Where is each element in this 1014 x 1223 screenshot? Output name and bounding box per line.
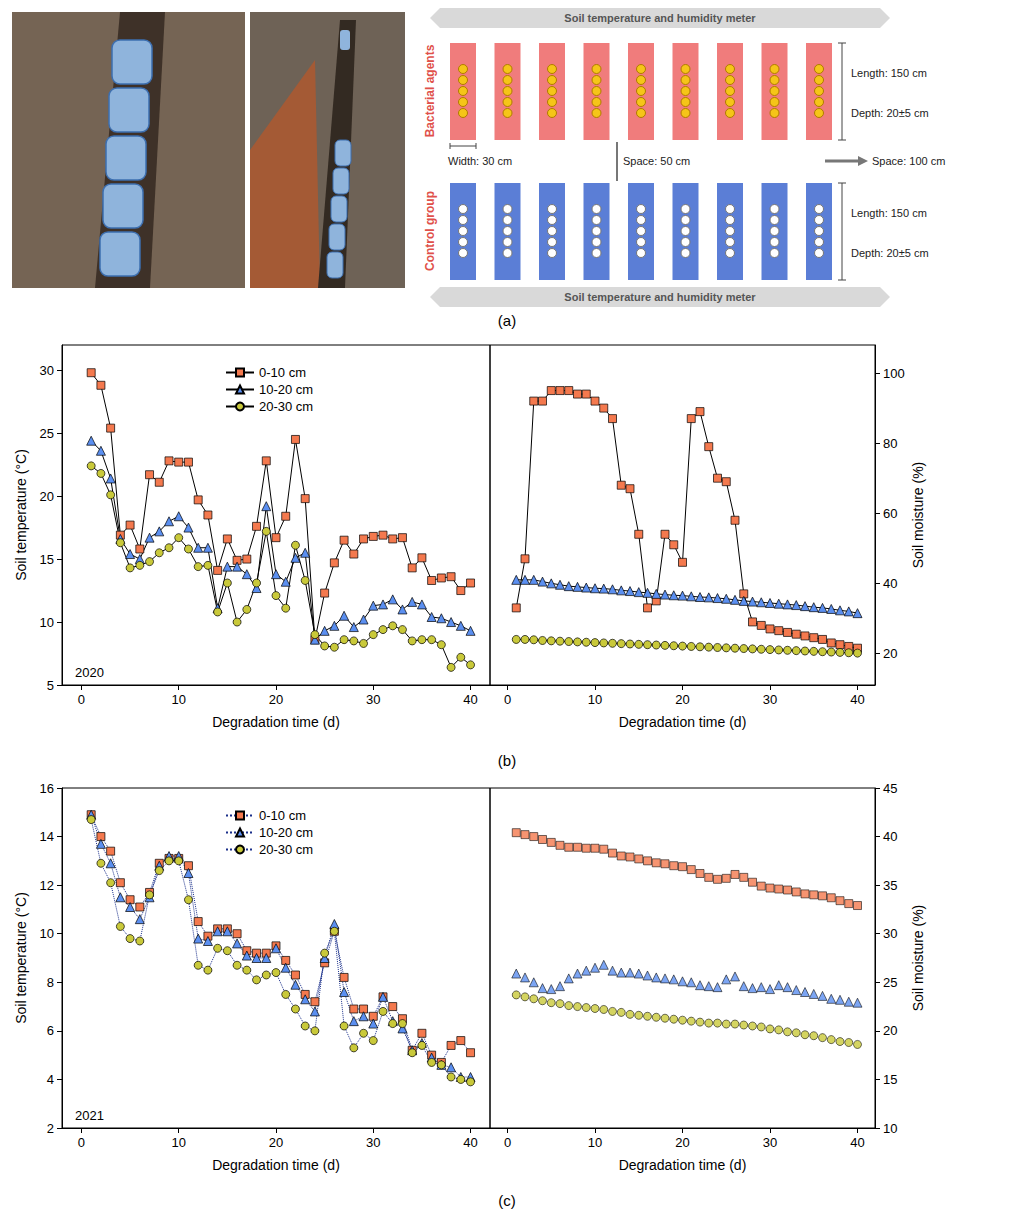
svg-text:10: 10: [883, 1121, 897, 1136]
svg-text:20: 20: [883, 1023, 897, 1038]
svg-text:40: 40: [850, 692, 864, 707]
svg-text:0: 0: [78, 1135, 85, 1150]
svg-text:Length: 150 cm: Length: 150 cm: [851, 67, 927, 79]
svg-text:2020: 2020: [75, 665, 104, 680]
svg-text:2: 2: [47, 1121, 54, 1136]
svg-text:10: 10: [171, 692, 185, 707]
svg-text:0: 0: [78, 692, 85, 707]
svg-text:20: 20: [675, 692, 689, 707]
svg-text:45: 45: [883, 781, 897, 796]
svg-text:2021: 2021: [75, 1108, 104, 1123]
svg-text:30: 30: [763, 1135, 777, 1150]
svg-text:Bacterial agents: Bacterial agents: [423, 44, 437, 137]
svg-text:30: 30: [366, 692, 380, 707]
svg-text:40: 40: [883, 829, 897, 844]
svg-text:16: 16: [40, 781, 54, 796]
svg-text:10: 10: [40, 615, 54, 630]
svg-text:Degradation time (d): Degradation time (d): [212, 714, 340, 730]
html-text:(a): (a): [497, 312, 517, 329]
svg-text:10: 10: [588, 1135, 602, 1150]
svg-text:Length: 150 cm: Length: 150 cm: [851, 207, 927, 219]
svg-text:20: 20: [269, 692, 283, 707]
svg-text:12: 12: [40, 878, 54, 893]
svg-text:8: 8: [47, 975, 54, 990]
svg-text:40: 40: [463, 1135, 477, 1150]
svg-text:80: 80: [883, 436, 897, 451]
svg-text:25: 25: [883, 975, 897, 990]
svg-text:6: 6: [47, 1023, 54, 1038]
svg-text:0: 0: [504, 692, 511, 707]
svg-text:60: 60: [883, 506, 897, 521]
svg-text:20-30 cm: 20-30 cm: [259, 399, 313, 414]
svg-text:20: 20: [40, 489, 54, 504]
svg-text:40: 40: [850, 1135, 864, 1150]
svg-text:10: 10: [40, 926, 54, 941]
svg-text:5: 5: [47, 678, 54, 693]
svg-text:Degradation time (d): Degradation time (d): [619, 1157, 747, 1173]
svg-text:0-10 cm: 0-10 cm: [259, 808, 306, 823]
svg-text:Soil moisture (%): Soil moisture (%): [910, 905, 926, 1012]
svg-text:Soil temperature (°C): Soil temperature (°C): [13, 892, 29, 1024]
svg-text:Depth: 20±5 cm: Depth: 20±5 cm: [851, 107, 929, 119]
svg-text:20-30 cm: 20-30 cm: [259, 842, 313, 857]
svg-text:15: 15: [40, 552, 54, 567]
svg-text:35: 35: [883, 878, 897, 893]
svg-text:Degradation time (d): Degradation time (d): [619, 714, 747, 730]
svg-text:Space: 100 cm: Space: 100 cm: [872, 155, 945, 167]
svg-text:30: 30: [883, 926, 897, 941]
svg-text:20: 20: [269, 1135, 283, 1150]
svg-text:30: 30: [40, 363, 54, 378]
svg-text:20: 20: [675, 1135, 689, 1150]
svg-text:10-20 cm: 10-20 cm: [259, 382, 313, 397]
svg-text:30: 30: [366, 1135, 380, 1150]
svg-text:20: 20: [883, 646, 897, 661]
svg-text:Depth: 20±5 cm: Depth: 20±5 cm: [851, 247, 929, 259]
svg-text:Soil temperature and humidity: Soil temperature and humidity meter: [564, 291, 756, 303]
svg-text:0-10 cm: 0-10 cm: [259, 365, 306, 380]
svg-text:Soil temperature (°C): Soil temperature (°C): [13, 449, 29, 581]
svg-text:30: 30: [763, 692, 777, 707]
svg-text:40: 40: [463, 692, 477, 707]
svg-text:Soil temperature and humidity: Soil temperature and humidity meter: [564, 12, 756, 24]
svg-text:4: 4: [47, 1072, 54, 1087]
svg-text:Degradation time (d): Degradation time (d): [212, 1157, 340, 1173]
svg-text:100: 100: [883, 366, 905, 381]
svg-text:40: 40: [883, 576, 897, 591]
html-text:(b): (b): [497, 752, 517, 769]
svg-text:Soil moisture (%): Soil moisture (%): [910, 462, 926, 569]
svg-text:Space: 50 cm: Space: 50 cm: [623, 155, 690, 167]
svg-text:Control group: Control group: [423, 191, 437, 271]
svg-text:25: 25: [40, 426, 54, 441]
svg-text:15: 15: [883, 1072, 897, 1087]
svg-text:10: 10: [171, 1135, 185, 1150]
svg-text:14: 14: [40, 829, 54, 844]
svg-text:10-20 cm: 10-20 cm: [259, 825, 313, 840]
svg-text:10: 10: [588, 692, 602, 707]
svg-text:0: 0: [504, 1135, 511, 1150]
html-text:(c): (c): [498, 1192, 516, 1209]
svg-text:Width: 30 cm: Width: 30 cm: [448, 155, 512, 167]
